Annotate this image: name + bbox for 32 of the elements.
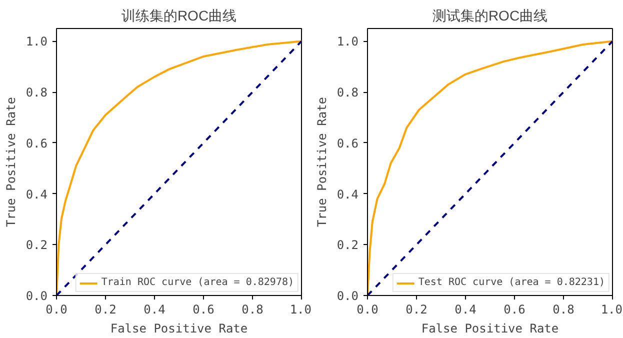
y-tick-label: 0.6 [26, 136, 48, 150]
x-tick-label: 0.0 [356, 302, 378, 316]
chart-title: 训练集的ROC曲线 [121, 8, 237, 24]
y-axis-title: True Positive Rate [314, 96, 329, 228]
y-tick-label: 0.8 [336, 86, 359, 100]
chart-title: 测试集的ROC曲线 [432, 8, 548, 24]
x-tick-label: 0.2 [94, 302, 116, 316]
x-tick-label: 0.8 [242, 302, 264, 316]
x-tick-label: 1.0 [290, 302, 312, 316]
x-tick-label: 0.2 [406, 302, 428, 316]
y-tick-label: 0.8 [26, 86, 48, 100]
y-tick-label: 0.0 [26, 289, 48, 303]
x-tick-label: 1.0 [600, 302, 623, 316]
y-tick-label: 0.2 [26, 238, 48, 252]
y-tick-label: 1.0 [26, 34, 48, 49]
y-tick-label: 0.4 [26, 187, 48, 202]
legend-label: Test ROC curve (area = 0.82231) [418, 277, 605, 288]
x-tick-label: 0.4 [454, 302, 476, 316]
y-tick-label: 0.4 [336, 187, 359, 202]
y-axis-title: True Positive Rate [4, 96, 18, 228]
x-axis-title: False Positive Rate [110, 322, 248, 336]
y-tick-label: 0.2 [336, 238, 359, 252]
x-tick-label: 0.4 [144, 302, 166, 316]
x-tick-label: 0.0 [46, 302, 68, 316]
legend-label: Train ROC curve (area = 0.82978) [101, 277, 294, 288]
y-tick-label: 0.6 [336, 136, 359, 150]
x-tick-label: 0.8 [552, 302, 574, 316]
x-tick-label: 0.6 [192, 302, 214, 316]
x-axis-title: False Positive Rate [421, 322, 559, 336]
y-tick-label: 1.0 [336, 34, 359, 49]
y-tick-label: 0.0 [336, 289, 359, 303]
x-tick-label: 0.6 [504, 302, 526, 316]
